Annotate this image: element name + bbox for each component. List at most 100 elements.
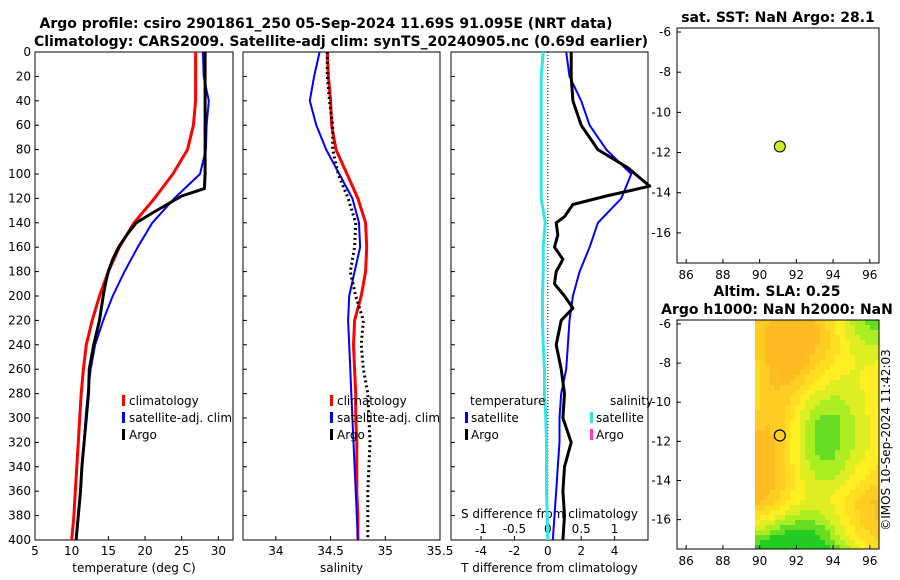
sla-heat-cell (810, 485, 815, 490)
sla-heat-cell (865, 435, 870, 440)
x-axis-label: T difference from climatology (460, 561, 638, 575)
sla-heat-cell (830, 350, 835, 355)
sla-heat-cell (755, 490, 760, 495)
sla-heat-cell (845, 320, 850, 325)
difference-panel: -4 -2 0 2 4 T difference from climatology -1 -0… (450, 51, 653, 575)
x-tick-label: -4 (475, 544, 487, 558)
sla-heat-cell (850, 455, 855, 460)
sla-heat-cell (840, 535, 845, 540)
sla-heat-cell (800, 495, 805, 500)
sla-heat-cell (875, 510, 879, 515)
sla-heat-cell (860, 360, 865, 365)
sla-heat-cell (875, 405, 879, 410)
sla-heat-cell (770, 330, 775, 335)
sla-heat-cell (860, 430, 865, 435)
sla-heat-cell (850, 445, 855, 450)
sla-heat-cell (875, 400, 879, 405)
sla-heat-cell (760, 505, 765, 510)
sla-heat-cell (825, 330, 830, 335)
sla-heat-cell (845, 365, 850, 370)
sla-heat-cell (760, 365, 765, 370)
sla-heat-cell (825, 365, 830, 370)
sla-heat-cell (865, 515, 870, 520)
sla-heat-cell (855, 465, 860, 470)
sla-heat-cell (840, 510, 845, 515)
sla-heat-cell (825, 395, 830, 400)
sla-heat-cell (800, 370, 805, 375)
sla-heat-cell (840, 350, 845, 355)
sla-heat-cell (810, 460, 815, 465)
sla-heat-cell (770, 390, 775, 395)
sla-heat-cell (820, 385, 825, 390)
sla-heat-cell (855, 325, 860, 330)
sla-heat-cell (870, 485, 875, 490)
sla-heat-cell (770, 425, 775, 430)
sla-heat-cell (765, 435, 770, 440)
sla-heat-cell (825, 400, 830, 405)
sla-heat-cell (810, 505, 815, 510)
sla-heat-cell (840, 450, 845, 455)
sla-heat-cell (845, 395, 850, 400)
sla-heat-cell (855, 320, 860, 325)
sla-heat-cell (815, 430, 820, 435)
sla-heat-cell (835, 345, 840, 350)
sla-heat-cell (775, 375, 780, 380)
sla-heat-cell (790, 525, 795, 530)
sla-heat-cell (875, 485, 879, 490)
sla-heat-cell (760, 515, 765, 520)
sla-heat-cell (815, 400, 820, 405)
sla-heat-cell (770, 515, 775, 520)
sla-heat-cell (765, 470, 770, 475)
sla-heat-cell (810, 320, 815, 325)
sla-map-title-2: Argo h1000: NaN h2000: NaN (661, 302, 893, 318)
sla-heat-cell (805, 330, 810, 335)
sla-heat-cell (840, 325, 845, 330)
sla-heat-cell (835, 410, 840, 415)
sla-heat-cell (775, 325, 780, 330)
sla-heat-cell (830, 330, 835, 335)
sla-heat-cell (775, 390, 780, 395)
sla-heat-cell (875, 425, 879, 430)
sla-heat-cell (860, 520, 865, 525)
sla-heat-cell (810, 440, 815, 445)
sla-heat-cell (825, 345, 830, 350)
sla-heat-cell (835, 480, 840, 485)
sla-heat-cell (785, 440, 790, 445)
sla-heat-cell (820, 445, 825, 450)
sla-heat-cell (810, 545, 815, 549)
sla-heat-cell (830, 410, 835, 415)
sla-heat-cell (780, 465, 785, 470)
sla-heat-cell (790, 420, 795, 425)
sla-heat-cell (840, 360, 845, 365)
sla-heat-cell (850, 525, 855, 530)
sla-heat-cell (875, 500, 879, 505)
sla-heat-cell (790, 485, 795, 490)
sla-heat-cell (790, 320, 795, 325)
sla-heat-cell (775, 365, 780, 370)
sla-heat-cell (765, 445, 770, 450)
sla-heat-cell (775, 460, 780, 465)
sla-heat-cell (770, 405, 775, 410)
sla-heat-cell (765, 500, 770, 505)
sla-heat-cell (790, 445, 795, 450)
sla-heat-cell (785, 485, 790, 490)
sla-heat-cell (860, 495, 865, 500)
sla-heat-cell (795, 325, 800, 330)
sla-heat-cell (765, 485, 770, 490)
sla-heat-cell (850, 410, 855, 415)
sla-heat-cell (855, 525, 860, 530)
sla-heat-cell (765, 400, 770, 405)
sla-heat-cell (875, 520, 879, 525)
sla-heat-cell (775, 355, 780, 360)
sla-heat-cell (850, 370, 855, 375)
sla-heat-cell (835, 520, 840, 525)
sla-heat-cell (805, 470, 810, 475)
map-y-tick-label: -10 (651, 105, 671, 119)
sla-heat-cell (865, 420, 870, 425)
map-x-tick-label: 88 (715, 554, 730, 568)
sla-heat-cell (765, 390, 770, 395)
sla-heat-cell (820, 455, 825, 460)
sla-heat-cell (800, 375, 805, 380)
sla-heat-cell (870, 405, 875, 410)
sla-heat-cell (865, 470, 870, 475)
